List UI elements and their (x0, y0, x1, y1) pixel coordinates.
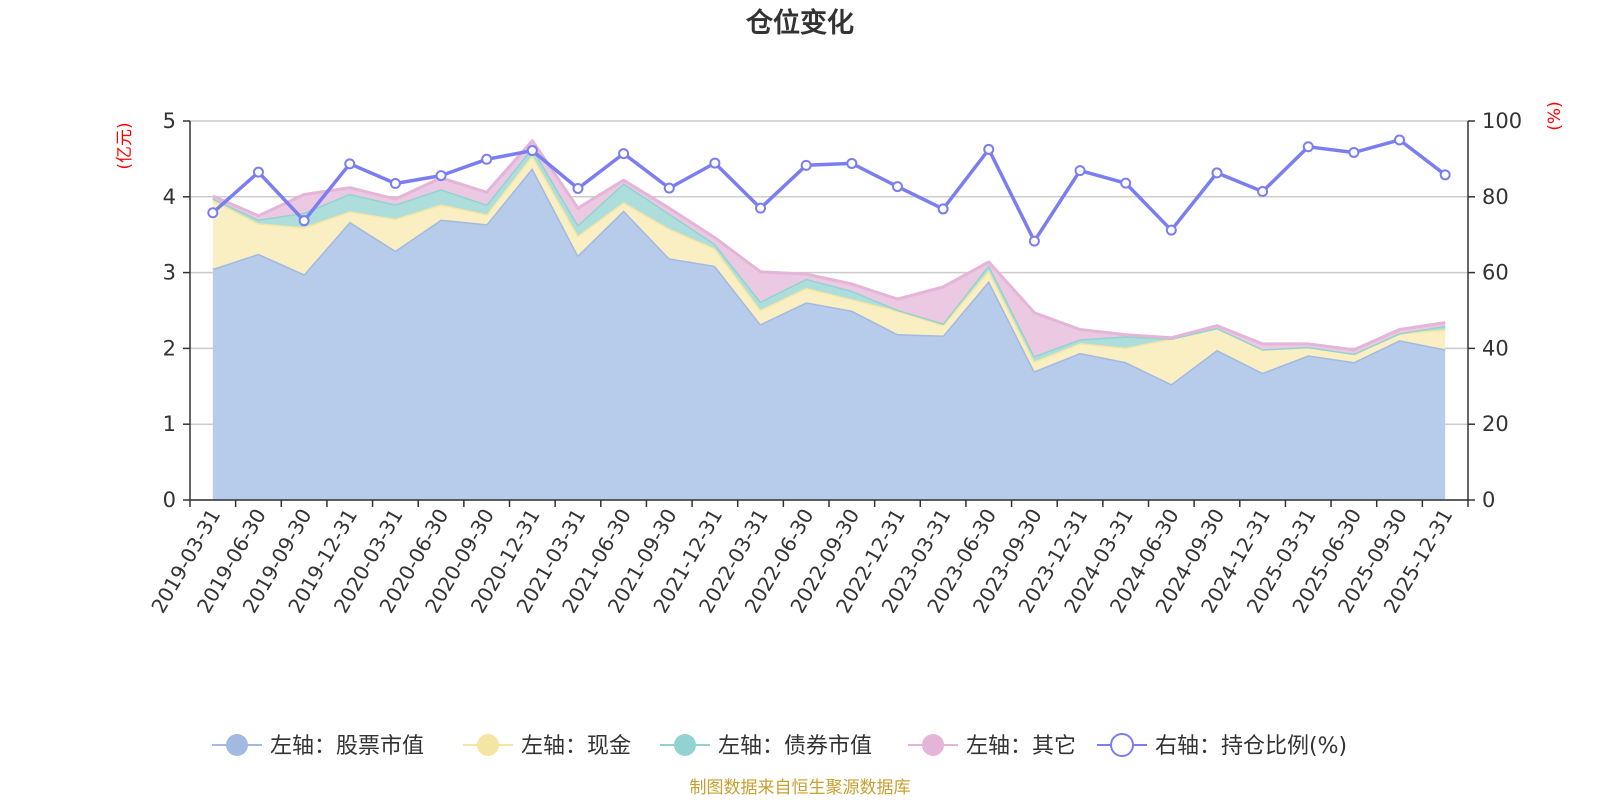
legend-marker (1110, 733, 1134, 757)
holding-ratio-point (1439, 169, 1451, 181)
left-axis-tick-label: 1 (163, 412, 176, 436)
holding-ratio-point (344, 158, 356, 170)
holding-ratio-point (1348, 146, 1360, 158)
holding-ratio-point (937, 203, 949, 215)
holding-ratio-point (891, 181, 903, 193)
holding-ratio-point (755, 202, 767, 214)
holding-ratio-point (298, 215, 310, 227)
holding-ratio-point (1028, 235, 1040, 247)
holding-ratio-point (846, 157, 858, 169)
left-axis-tick-label: 5 (163, 109, 176, 133)
legend-label: 左轴：现金 (521, 734, 631, 759)
holding-ratio-point (1165, 224, 1177, 236)
legend-item[interactable]: 左轴：现金 (463, 734, 631, 759)
right-axis-unit: (%) (1545, 101, 1565, 130)
holding-ratio-point (983, 143, 995, 155)
legend-marker (922, 734, 944, 756)
holding-ratio-point (663, 182, 675, 194)
legend-marker (477, 734, 499, 756)
holding-ratio-point (1120, 177, 1132, 189)
right-axis-tick-label: 100 (1482, 109, 1522, 133)
legend-marker (674, 734, 696, 756)
area-edge-左轴：其它 (212, 139, 1446, 352)
legend-item[interactable]: 左轴：其它 (908, 734, 1076, 759)
data-source-note: 制图数据来自恒生聚源数据库 (690, 778, 911, 798)
left-axis-tick-label: 2 (163, 336, 176, 360)
holding-ratio-point (572, 182, 584, 194)
right-axis-tick-label: 80 (1482, 185, 1509, 209)
holding-ratio-point (526, 145, 538, 157)
holding-ratio-point (435, 170, 447, 182)
right-axis-tick-label: 60 (1482, 261, 1509, 285)
left-axis-tick-label: 4 (163, 185, 176, 209)
holding-ratio-point (389, 178, 401, 190)
stacked-areas (212, 139, 1446, 500)
left-axis-tick-label: 3 (163, 261, 176, 285)
area-左轴：股票市值 (212, 168, 1446, 500)
holding-ratio-line (207, 134, 1451, 247)
holding-ratio-path (211, 138, 1447, 243)
legend-label: 右轴：持仓比例(%) (1155, 734, 1347, 759)
holding-ratio-point (481, 153, 493, 165)
holding-ratio-point (252, 166, 264, 178)
holding-ratio-point (1394, 134, 1406, 146)
legend[interactable]: 左轴：股票市值 左轴：现金 左轴：债券市值 左轴：其它 右轴：持仓比例(%) (212, 733, 1347, 759)
holding-ratio-point (1211, 167, 1223, 179)
legend-label: 左轴：其它 (966, 734, 1076, 759)
holding-ratio-point (709, 157, 721, 169)
chart-title: 仓位变化 (745, 7, 854, 39)
left-axis-unit: (亿元) (115, 122, 135, 169)
legend-marker (226, 734, 248, 756)
holding-ratio-point (1257, 185, 1269, 197)
legend-label: 左轴：债券市值 (718, 734, 872, 759)
legend-label: 左轴：股票市值 (270, 734, 424, 759)
holding-ratio-point (207, 207, 219, 219)
legend-item[interactable]: 左轴：股票市值 (212, 734, 424, 759)
holding-ratio-point (800, 159, 812, 171)
legend-item[interactable]: 右轴：持仓比例(%) (1097, 733, 1347, 759)
left-axis-tick-label: 0 (163, 488, 176, 512)
holding-ratio-point (1074, 165, 1086, 177)
holding-ratio-point (1302, 141, 1314, 153)
legend-item[interactable]: 左轴：债券市值 (660, 734, 872, 759)
right-axis-tick-label: 20 (1482, 412, 1509, 436)
holding-ratio-point (618, 148, 630, 160)
right-axis-tick-label: 0 (1482, 488, 1495, 512)
right-axis-tick-label: 40 (1482, 336, 1509, 360)
